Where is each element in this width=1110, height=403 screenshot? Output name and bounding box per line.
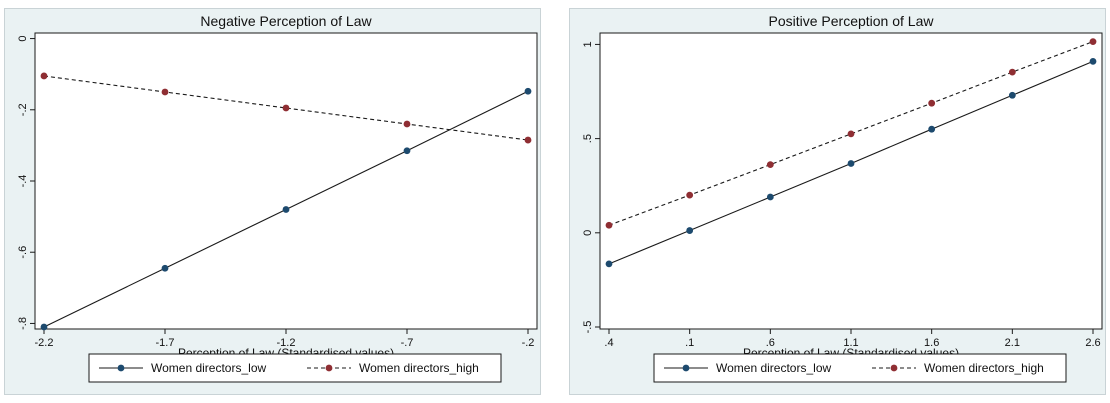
data-point-high: [606, 222, 613, 229]
data-point-low: [606, 260, 613, 267]
y-tick-label: -.4: [17, 175, 29, 188]
data-point-high: [41, 73, 48, 80]
data-point-low: [686, 227, 693, 234]
data-point-low: [41, 324, 48, 331]
y-tick-label: .5: [582, 134, 594, 143]
data-point-high: [767, 161, 774, 168]
legend-label-low: Women directors_low: [716, 361, 831, 375]
legend-marker-high: [326, 365, 333, 372]
x-tick-label: .4: [604, 337, 613, 349]
plot-area: [35, 33, 537, 329]
legend-label-high: Women directors_high: [359, 361, 479, 375]
data-point-high: [1009, 69, 1016, 76]
data-point-low: [162, 265, 169, 272]
y-tick-label: 1: [582, 41, 594, 47]
x-tick-label: 2.1: [1005, 337, 1020, 349]
y-tick-label: 0: [17, 35, 29, 41]
data-point-low: [283, 206, 290, 213]
x-tick-label: -2.2: [35, 337, 54, 349]
data-point-high: [162, 89, 169, 96]
y-tick-label: 0: [582, 230, 594, 236]
data-point-low: [525, 88, 532, 95]
y-tick-label: -.5: [582, 321, 594, 334]
data-point-high: [525, 137, 532, 144]
legend-label-high: Women directors_high: [924, 361, 1044, 375]
data-point-high: [848, 131, 855, 138]
data-point-low: [928, 126, 935, 133]
x-tick-label: .1: [685, 337, 694, 349]
data-point-low: [848, 160, 855, 167]
y-tick-label: -.2: [17, 103, 29, 116]
legend-marker-high: [891, 365, 898, 372]
x-tick-label: -.2: [522, 337, 535, 349]
x-tick-label: -.7: [401, 337, 414, 349]
data-point-low: [767, 194, 774, 201]
data-point-low: [1090, 58, 1097, 65]
x-tick-label: -1.7: [156, 337, 175, 349]
plot-area: [600, 33, 1102, 329]
legend-label-low: Women directors_low: [151, 361, 266, 375]
y-tick-label: -.8: [17, 317, 29, 330]
data-point-high: [928, 100, 935, 107]
data-point-high: [404, 121, 411, 128]
chart-title: Positive Perception of Law: [769, 13, 935, 29]
data-point-high: [283, 105, 290, 112]
legend-marker-low: [118, 365, 125, 372]
data-point-high: [1090, 38, 1097, 45]
data-point-high: [686, 192, 693, 199]
data-point-low: [1009, 92, 1016, 99]
y-tick-label: -.6: [17, 246, 29, 259]
chart-panel-positive: Positive Perception of Law 1.5 0 -.5.4.1.6 1…: [569, 8, 1106, 395]
data-point-low: [404, 147, 411, 154]
chart-panel-negative: Negative Perception of Law 0 -.2 -.4 -.6 -.8-…: [4, 8, 541, 395]
chart-negative-perception: Negative Perception of Law0-.2-.4-.6-.8-…: [5, 9, 540, 394]
x-tick-label: 2.6: [1085, 337, 1100, 349]
chart-title: Negative Perception of Law: [200, 13, 372, 29]
legend-marker-low: [683, 365, 690, 372]
